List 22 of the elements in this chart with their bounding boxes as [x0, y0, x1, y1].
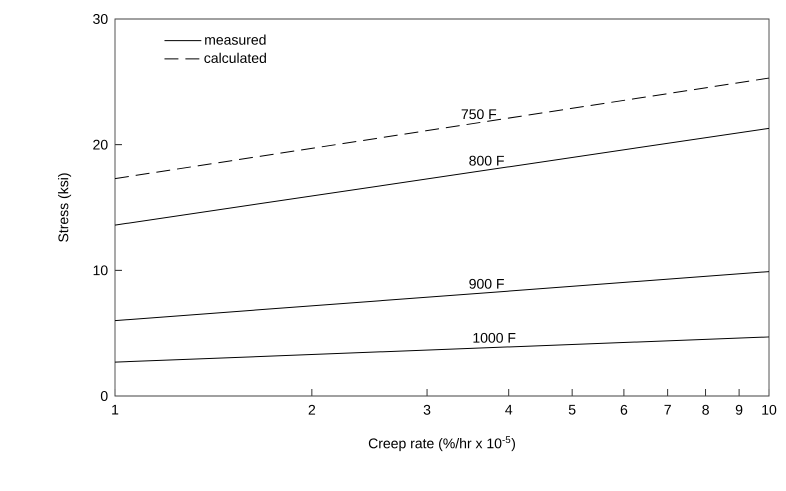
x-tick-label: 1 [112, 404, 118, 414]
annotation: 900 F [469, 278, 504, 289]
legend-label: measured [205, 34, 266, 45]
legend-label: calculated [204, 52, 266, 63]
y-tick-label: 20 [93, 140, 108, 150]
x-tick-label: 7 [664, 404, 671, 414]
y-tick-label: 0 [100, 391, 108, 401]
annotation: 750 F [462, 109, 496, 120]
y-tick-label: 10 [94, 265, 108, 276]
x-tick-label: 9 [736, 404, 742, 415]
x-tick-label: 5 [568, 404, 576, 415]
y-tick-label: 30 [93, 14, 108, 24]
x-tick-label: 3 [424, 404, 430, 415]
x-axis-title: Creep rate (%/hr x 10$^{-5}$) [368, 436, 515, 452]
x-tick-label: 6 [620, 404, 628, 415]
x-tick-label: 2 [308, 404, 316, 415]
y-axis-title: Stress (ksi) [58, 173, 72, 242]
x-tick-label: 8 [702, 404, 709, 415]
x-tick-label: 10 [762, 404, 776, 415]
annotation: 800 F [469, 156, 504, 166]
x-tick-label: 4 [505, 404, 512, 414]
annotation: 1000 F [473, 332, 516, 343]
